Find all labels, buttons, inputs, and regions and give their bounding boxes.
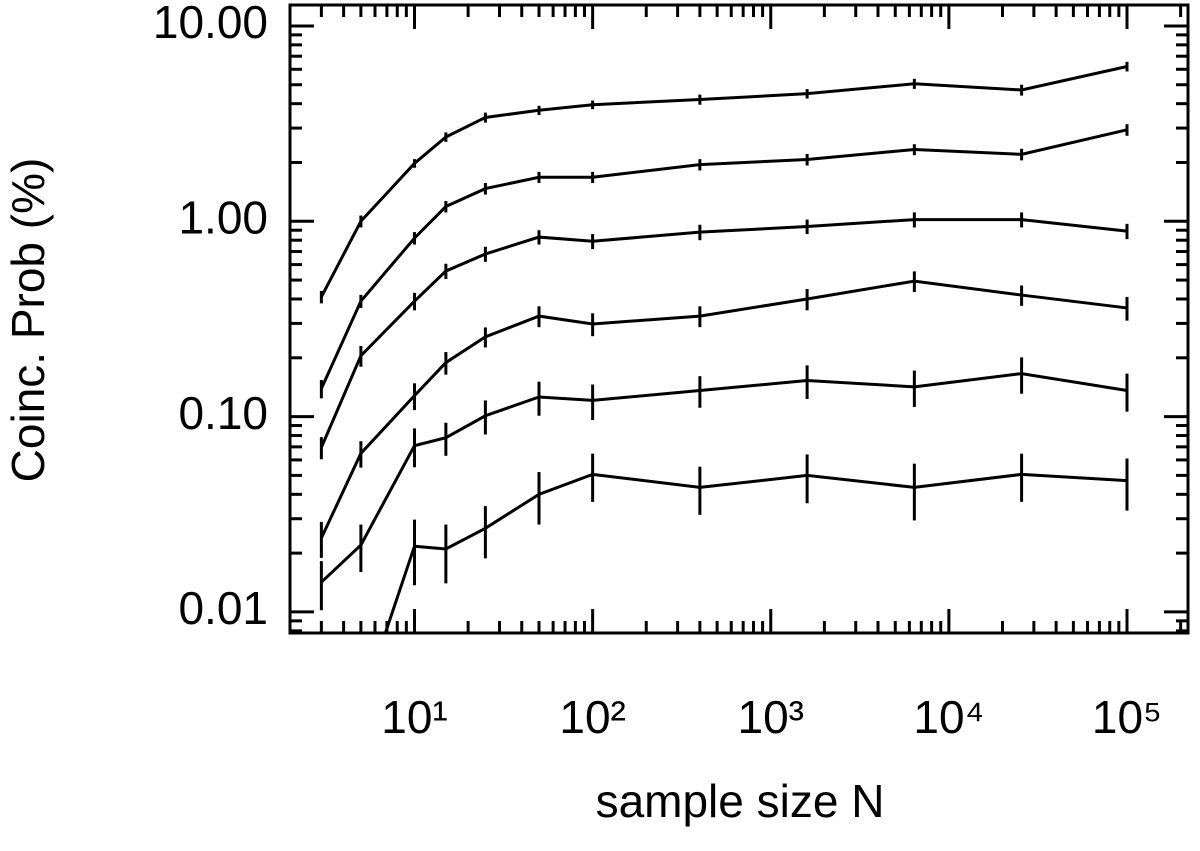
series-line bbox=[383, 472, 1128, 633]
x-tick-label: 10⁴ bbox=[913, 691, 984, 743]
x-tick-label: 10² bbox=[559, 691, 625, 743]
x-tick-label: 10¹ bbox=[381, 691, 447, 743]
series-line bbox=[320, 372, 1128, 584]
series-line bbox=[320, 65, 1128, 298]
series-line bbox=[319, 128, 1128, 390]
y-tick-label: 1.00 bbox=[178, 191, 268, 243]
y-tick-label: 10.00 bbox=[153, 0, 268, 48]
series-line bbox=[320, 279, 1128, 539]
series-line bbox=[319, 218, 1128, 449]
x-tick-label: 10³ bbox=[738, 691, 804, 743]
x-tick-label: 10⁵ bbox=[1092, 691, 1162, 743]
plot-area bbox=[319, 61, 1129, 633]
x-axis-label: sample size N bbox=[596, 775, 885, 827]
plot-frame bbox=[288, 3, 1190, 635]
y-axis-label: Coinc. Prob (%) bbox=[2, 158, 54, 483]
y-tick-label: 0.01 bbox=[178, 582, 268, 634]
y-tick-label: 0.10 bbox=[178, 387, 268, 439]
